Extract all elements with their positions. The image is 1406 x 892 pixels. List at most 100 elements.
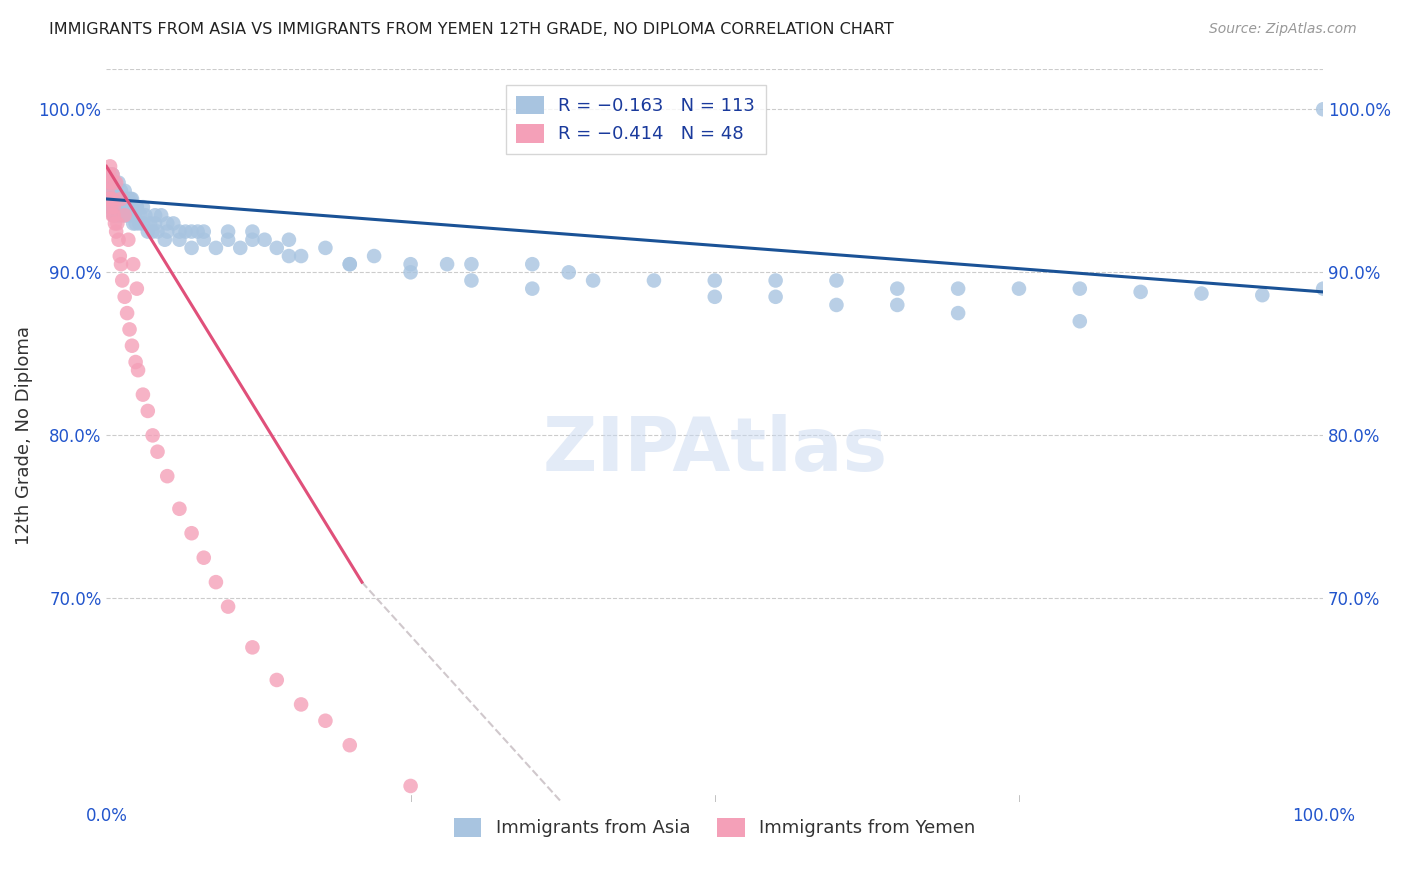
Point [111,200,134,214]
Point [136,404,159,418]
Point [886,282,908,296]
Point [103,208,125,222]
Point [136,225,159,239]
Point [460,257,482,271]
Point [105,208,128,222]
Point [522,257,544,271]
Point [217,233,239,247]
Point [100,176,122,190]
Point [98,176,121,190]
Point [129,208,152,222]
Point [103,208,125,222]
Point [156,225,179,239]
Point [193,550,215,565]
Point [104,200,127,214]
Point [946,282,969,296]
Point [117,192,139,206]
Point [125,200,148,214]
Point [522,282,544,296]
Point [146,225,169,239]
Point [101,168,124,182]
Point [143,216,166,230]
Point [266,673,288,687]
Point [765,290,787,304]
Point [124,216,146,230]
Point [339,257,361,271]
Point [104,184,127,198]
Point [339,257,361,271]
Text: Source: ZipAtlas.com: Source: ZipAtlas.com [1209,22,1357,37]
Point [180,225,202,239]
Point [105,208,128,222]
Point [363,249,385,263]
Point [124,208,146,222]
Point [124,355,146,369]
Point [169,225,191,239]
Point [115,200,138,214]
Point [107,176,129,190]
Point [146,444,169,458]
Point [142,225,165,239]
Point [105,225,128,239]
Point [103,200,125,214]
Point [127,363,149,377]
Point [122,257,145,271]
Point [277,233,299,247]
Point [114,290,136,304]
Point [1312,282,1334,296]
Point [112,208,135,222]
Point [98,176,121,190]
Point [114,200,136,214]
Point [110,184,132,198]
Point [100,200,122,214]
Point [111,273,134,287]
Point [886,298,908,312]
Point [339,738,361,752]
Point [97,192,120,206]
Point [314,714,336,728]
Point [98,159,121,173]
Point [266,241,288,255]
Point [162,216,184,230]
Point [946,306,969,320]
Y-axis label: 12th Grade, No Diploma: 12th Grade, No Diploma [15,326,32,545]
Point [125,282,148,296]
Point [399,265,422,279]
Point [104,176,127,190]
Point [1251,288,1274,302]
Point [169,501,191,516]
Point [1129,285,1152,299]
Point [120,192,142,206]
Point [107,233,129,247]
Point [125,200,148,214]
Point [703,273,725,287]
Point [97,200,120,214]
Point [825,298,848,312]
Point [193,233,215,247]
Point [399,779,422,793]
Point [143,208,166,222]
Point [105,200,128,214]
Point [765,273,787,287]
Point [117,233,139,247]
Point [128,216,150,230]
Point [242,640,264,655]
Point [101,184,124,198]
Point [98,192,121,206]
Point [1069,314,1091,328]
Point [101,192,124,206]
Point [105,176,128,190]
Point [98,192,121,206]
Point [1008,282,1031,296]
Point [242,225,264,239]
Point [174,225,197,239]
Point [156,469,179,483]
Point [100,176,122,190]
Point [121,192,143,206]
Point [290,698,312,712]
Point [110,208,132,222]
Point [253,233,276,247]
Point [229,241,252,255]
Point [108,200,131,214]
Point [98,168,121,182]
